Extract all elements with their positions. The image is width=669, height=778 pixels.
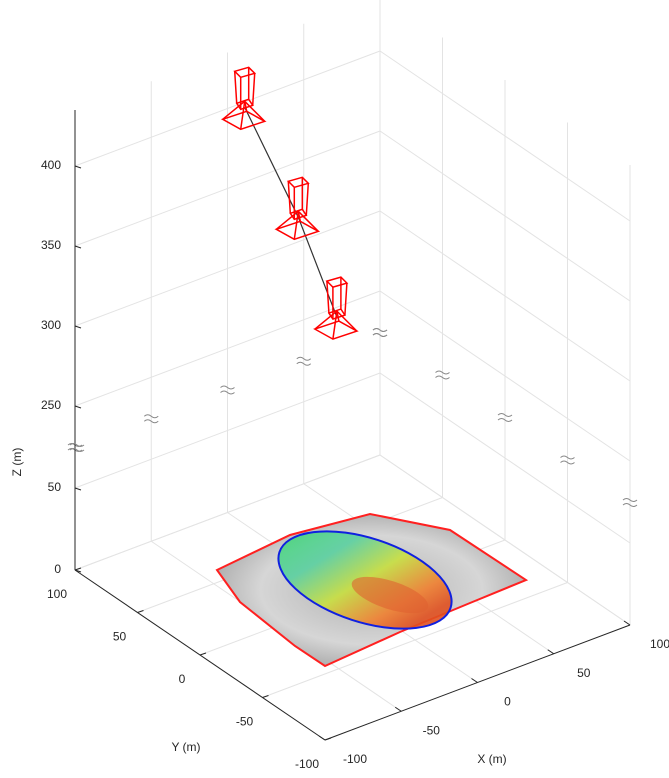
camera-edge [327,281,329,313]
z-tick [75,488,81,490]
z-axis-label: Z (m) [10,448,24,477]
camera [276,177,318,239]
y-tick [263,696,269,698]
y-tick-label: 100 [47,587,67,601]
camera-edge [235,71,237,103]
camera-edge [306,183,308,215]
z-tick-label: 300 [41,318,61,332]
z-tick-label: 350 [41,238,61,252]
x-tick-label: 100 [650,637,669,651]
y-tick [75,568,81,570]
z-tick [75,326,81,328]
camera-edge [235,67,255,77]
x-tick [472,679,478,683]
x-tick [395,707,401,711]
y-tick-label: 0 [179,672,186,686]
crater-surface [217,512,526,666]
x-tick-label: -100 [343,752,367,766]
y-tick [138,611,144,613]
z-tick [75,246,81,248]
chart: 0 50 250 300 350 400 -100 -50 0 50 100 -100 -50 0 50 10… [0,0,669,773]
z-tick-label: 250 [41,398,61,412]
camera-edge [345,283,347,315]
x-tick [319,736,325,740]
plot [223,67,357,339]
x-axis-label: X (m) [477,752,506,766]
x-tick [624,621,630,625]
z-tick [75,166,81,168]
y-tick [325,738,331,740]
camera-edge [253,73,255,105]
y-tick-label: -50 [236,715,254,729]
camera-edge [327,277,347,287]
x-tick-label: 0 [504,695,511,709]
x-tick [548,650,554,654]
z-tick [75,406,81,408]
camera-edge [288,181,290,213]
x-tick-label: 50 [577,666,591,680]
camera-edge [288,177,308,187]
y-tick-label: -100 [295,757,319,771]
y-tick [200,653,206,655]
y-axis-label: Y (m) [171,740,200,754]
z-tick-label: 400 [41,158,61,172]
z-tick-label: 50 [48,480,62,494]
z-tick-label: 0 [54,562,61,576]
x-tick-label: -50 [423,723,441,737]
grid: 0 50 250 300 350 400 -100 -50 0 50 100 -100 -50 0 50 10… [41,0,669,771]
camera [223,67,265,129]
y-tick-label: 50 [113,630,127,644]
